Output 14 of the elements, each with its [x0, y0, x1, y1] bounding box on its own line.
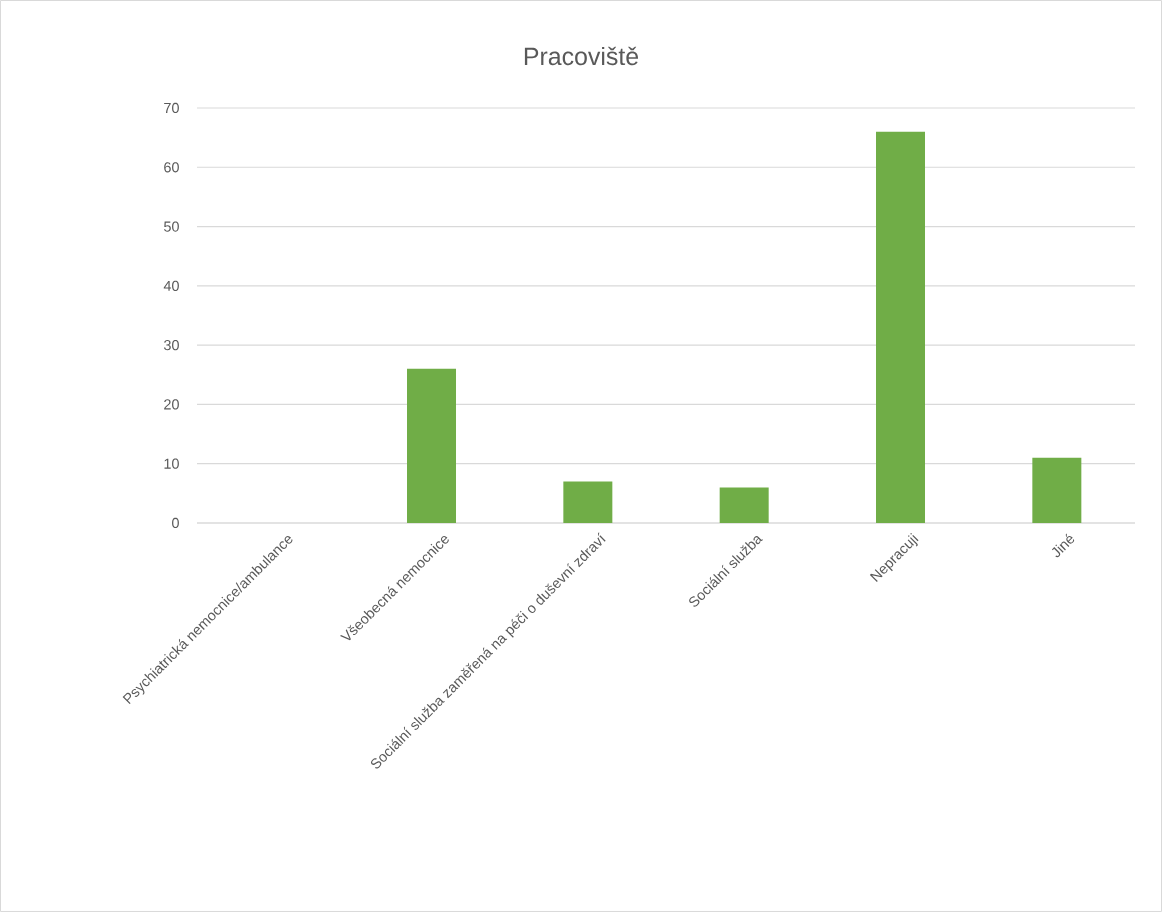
bar [876, 131, 926, 523]
y-tick-label: 10 [164, 458, 179, 469]
y-tick-label: 50 [164, 221, 179, 232]
bar [719, 487, 769, 523]
y-tick-label: 70 [164, 102, 179, 114]
y-tick-label: 30 [163, 340, 179, 351]
y-tick-label: 40 [163, 280, 179, 291]
y-tick-label: 20 [164, 399, 179, 410]
bar [563, 481, 613, 523]
bar [1032, 457, 1082, 523]
y-tick-label: 60 [164, 162, 179, 173]
bar [407, 368, 457, 523]
chart-title: Pracoviště [524, 46, 639, 66]
y-tick-label: 0 [172, 517, 179, 529]
